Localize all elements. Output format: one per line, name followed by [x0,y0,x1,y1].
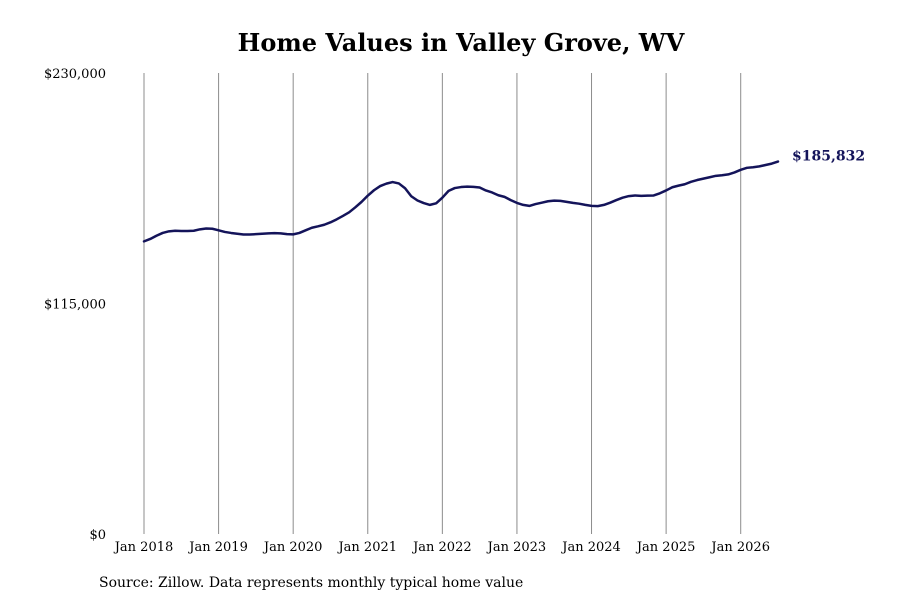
y-axis: $0 $115,000 $230,000 [44,67,106,543]
x-axis: Jan 2018 Jan 2019 Jan 2020 Jan 2021 Jan 2022… [113,540,770,555]
end-value-label: $185,832 [792,149,865,165]
gridlines [143,73,742,534]
x-tick-jan-2025: Jan 2025 [635,540,696,555]
series-layer: $185,832 [142,149,865,243]
x-tick-jan-2021: Jan 2021 [336,540,397,555]
x-tick-jan-2019: Jan 2019 [187,540,248,555]
x-tick-jan-2020: Jan 2020 [262,540,323,555]
x-tick-jan-2024: Jan 2024 [560,540,621,555]
chart-title: Home Values in Valley Grove, WV [238,28,685,57]
y-tick-0: $0 [89,528,106,543]
x-tick-jan-2022: Jan 2022 [411,540,472,555]
source-note: Source: Zillow. Data represents monthly … [99,575,523,591]
y-tick-230-000: $230,000 [44,67,106,82]
x-tick-jan-2023: Jan 2023 [486,540,547,555]
series-line-0 [142,160,780,243]
x-tick-jan-2026: Jan 2026 [709,540,770,555]
y-tick-115-000: $115,000 [44,298,106,313]
x-tick-jan-2018: Jan 2018 [113,540,174,555]
